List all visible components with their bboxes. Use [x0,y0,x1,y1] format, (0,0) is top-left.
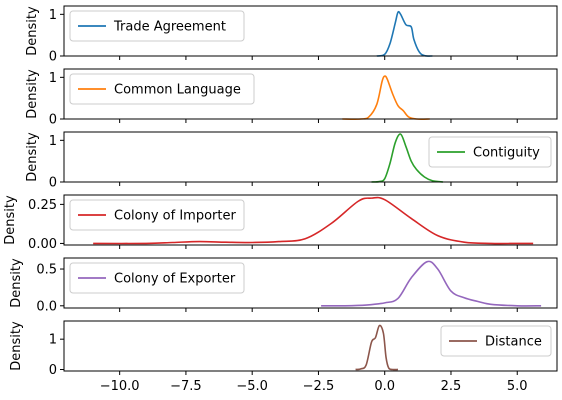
plot-frame [63,257,558,309]
legend-box [69,10,245,42]
legend-label: Distance [485,335,542,350]
y-axis-label: Density [25,132,40,182]
legend-box [69,262,245,294]
series-line-colony-of-exporter [321,260,542,307]
y-tick-label: 0 [49,363,57,378]
y-axis-label: Density [3,195,18,245]
y-tick-label: 1 [49,8,57,23]
legend-box [428,136,552,168]
plot-frame [63,68,558,120]
y-tick-label: 0 [49,50,57,65]
plot-frame [63,131,558,183]
legend-label: Trade Agreement [113,20,226,35]
x-tick-label: −10.0 [100,379,140,394]
series-line-colony-of-importer [93,196,534,245]
legend-box [440,325,552,357]
y-tick-label: 0.00 [28,237,57,252]
y-tick-label: 0 [49,176,57,191]
y-axis-label: Density [25,6,40,56]
y-axis-label: Density [9,258,24,308]
series-line-distance [355,324,398,371]
y-tick-label: 0.25 [28,198,57,213]
series-line-common-language [342,75,430,120]
x-tick-label: −2.5 [303,379,335,394]
x-tick-label: 0.0 [374,379,395,394]
legend-box [69,199,245,231]
y-tick-label: 0.5 [36,263,57,278]
series-line-contiguity [371,133,444,183]
y-axis-label: Density [9,321,24,371]
y-tick-label: 1 [49,333,57,348]
legend-label: Colony of Importer [114,209,236,224]
legend-label: Contiguity [473,146,540,161]
legend-label: Common Language [114,83,241,98]
x-tick-label: −5.0 [236,379,268,394]
x-tick-label: 2.5 [441,379,462,394]
y-tick-label: 0.0 [36,299,57,314]
y-tick-label: 1 [49,134,57,149]
plot-frame [63,320,558,372]
y-tick-label: 0 [49,113,57,128]
plot-frame [63,5,558,57]
y-axis-label: Density [25,69,40,119]
legend-label: Colony of Exporter [114,272,236,287]
series-line-trade-agreement [376,10,433,57]
y-tick-label: 1 [49,71,57,86]
x-tick-label: −7.5 [170,379,202,394]
legend-box [69,73,255,105]
x-tick-label: 5.0 [507,379,528,394]
plot-frame [63,194,558,246]
